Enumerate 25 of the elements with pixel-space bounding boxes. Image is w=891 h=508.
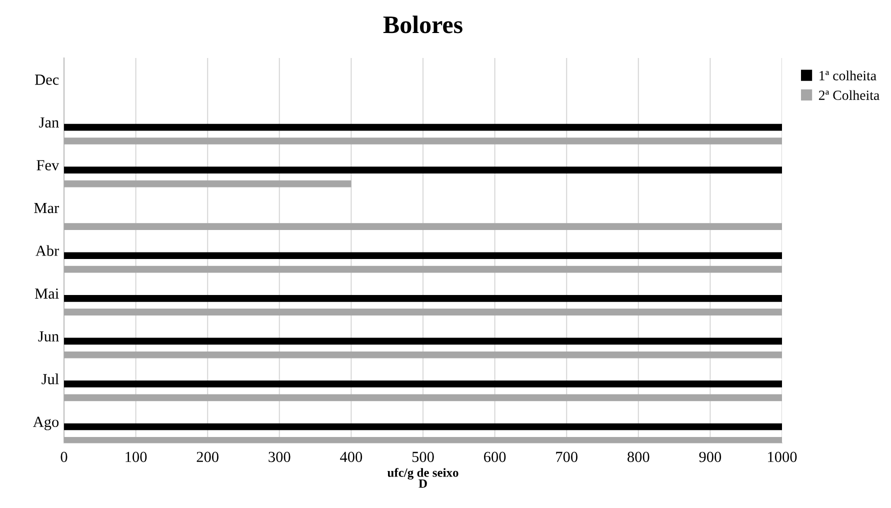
x-tick-label: 500 bbox=[412, 452, 434, 462]
y-tick-label: Mai bbox=[34, 288, 59, 299]
x-tick-label: 700 bbox=[556, 452, 578, 462]
y-tick-label: Jan bbox=[39, 117, 59, 128]
x-tick-label: 300 bbox=[268, 452, 290, 462]
x-tick-label: 800 bbox=[628, 452, 650, 462]
legend-label: 2ª Colheita bbox=[818, 90, 880, 100]
x-tick-label: 100 bbox=[126, 452, 147, 462]
x-tick-label: 200 bbox=[196, 452, 218, 462]
chart-title: Bolores bbox=[383, 16, 462, 34]
x-axis-title: ufc/g de seixo bbox=[387, 468, 458, 480]
y-tick-label: Jul bbox=[42, 374, 59, 384]
x-tick-label: 400 bbox=[340, 452, 362, 462]
y-tick-label: Ago bbox=[32, 416, 59, 430]
legend-label: 1ª colheita bbox=[820, 70, 876, 80]
y-tick-label: Abr bbox=[36, 245, 60, 256]
x-tick-label: 1000 bbox=[768, 452, 797, 462]
x-tick-label: 0 bbox=[60, 452, 68, 462]
text: D bbox=[418, 479, 427, 488]
y-tick-label: Dec bbox=[34, 74, 59, 85]
y-tick-label: Mar bbox=[34, 203, 60, 214]
y-tick-label: Jun bbox=[38, 331, 59, 342]
y-tick-label: Fev bbox=[36, 160, 60, 170]
x-tick-label: 600 bbox=[484, 452, 506, 462]
x-tick-label: 900 bbox=[699, 452, 722, 462]
